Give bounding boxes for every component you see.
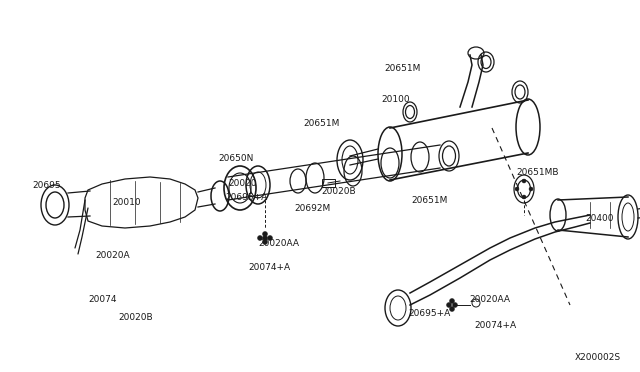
Circle shape <box>268 235 273 241</box>
Text: 20020AA: 20020AA <box>258 238 299 247</box>
Text: 20020A: 20020A <box>95 250 130 260</box>
Text: 20020B: 20020B <box>321 186 356 196</box>
Circle shape <box>449 307 454 311</box>
Text: 20695: 20695 <box>32 180 61 189</box>
Circle shape <box>522 179 526 183</box>
Circle shape <box>522 195 526 199</box>
Circle shape <box>449 298 454 304</box>
Circle shape <box>452 302 458 308</box>
Text: 20651M: 20651M <box>303 119 339 128</box>
Text: 20020AA: 20020AA <box>469 295 510 305</box>
Text: 20100: 20100 <box>381 94 410 103</box>
Circle shape <box>447 302 451 308</box>
Text: 20400: 20400 <box>585 214 614 222</box>
Text: 20651MB: 20651MB <box>516 167 559 176</box>
Text: 20010: 20010 <box>112 198 141 206</box>
Circle shape <box>515 187 519 191</box>
Circle shape <box>262 235 268 241</box>
Text: 20074: 20074 <box>88 295 116 305</box>
Text: 20074+A: 20074+A <box>248 263 290 273</box>
Text: X200002S: X200002S <box>575 353 621 362</box>
Text: 20074+A: 20074+A <box>474 321 516 330</box>
Text: 20695+A: 20695+A <box>225 192 268 202</box>
Circle shape <box>529 187 533 191</box>
Text: 20020B: 20020B <box>118 314 152 323</box>
Text: 20650N: 20650N <box>218 154 253 163</box>
Text: 20692M: 20692M <box>294 203 330 212</box>
Text: 20020: 20020 <box>228 179 257 187</box>
Circle shape <box>257 235 262 241</box>
Text: 20695+A: 20695+A <box>408 308 451 317</box>
Circle shape <box>262 240 268 244</box>
Text: 20651M: 20651M <box>411 196 447 205</box>
Text: 20651M: 20651M <box>384 64 420 73</box>
Circle shape <box>262 231 268 237</box>
